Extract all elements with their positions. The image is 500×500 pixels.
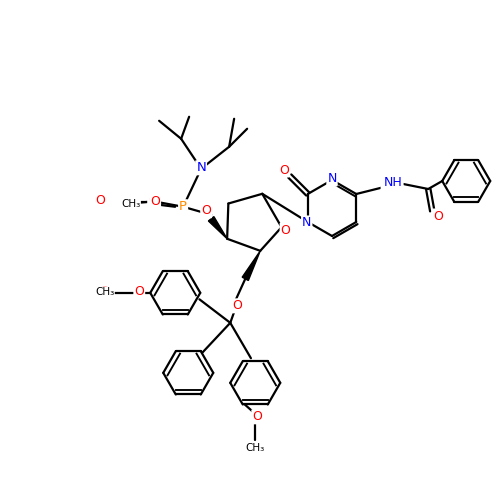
Text: O: O (148, 194, 158, 207)
Text: O: O (280, 224, 290, 236)
Text: O: O (279, 164, 288, 176)
Text: O: O (134, 286, 144, 298)
Text: CH₃: CH₃ (121, 199, 141, 209)
Text: P: P (179, 200, 187, 213)
Text: N: N (196, 162, 206, 174)
Text: NH: NH (384, 176, 402, 188)
Polygon shape (242, 251, 260, 280)
Text: O: O (201, 204, 211, 218)
Text: N: N (382, 176, 391, 190)
Text: H: H (392, 178, 400, 190)
Text: O: O (100, 286, 109, 298)
Text: O: O (434, 210, 443, 222)
Text: O: O (95, 194, 105, 207)
Text: O: O (252, 410, 262, 424)
Text: CH₃: CH₃ (246, 443, 265, 453)
Polygon shape (208, 216, 227, 239)
Text: N: N (302, 216, 312, 230)
Text: N: N (328, 172, 336, 186)
Text: CH₃: CH₃ (95, 287, 114, 297)
Text: O: O (232, 300, 242, 312)
Text: O: O (150, 196, 160, 208)
